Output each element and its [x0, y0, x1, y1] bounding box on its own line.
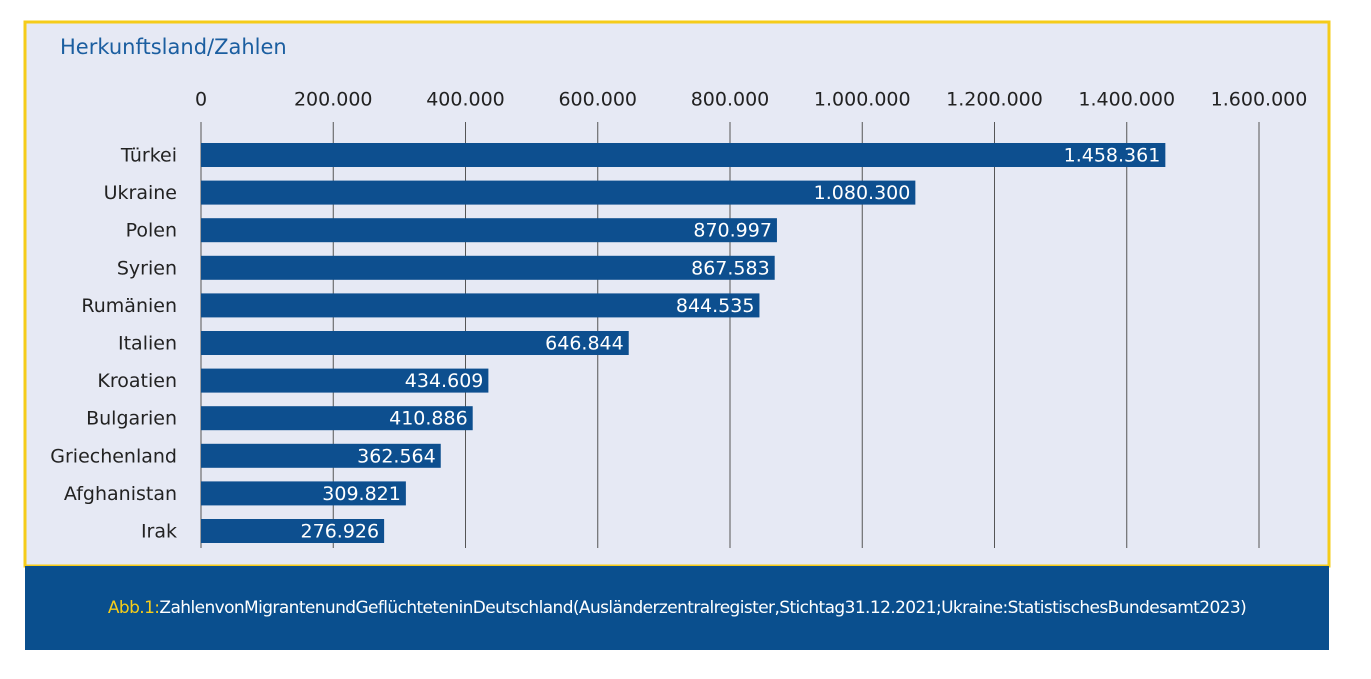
caption-text: ZahlenvonMigrantenundGeflüchteteninDeuts…	[159, 598, 1246, 618]
caption: Abb.1:ZahlenvonMigrantenundGeflüchteteni…	[108, 598, 1246, 618]
x-tick-label: 1.000.000	[814, 89, 911, 111]
bar	[201, 443, 441, 468]
caption-panel	[25, 566, 1329, 650]
bar	[201, 180, 916, 205]
value-label: 434.609	[405, 370, 484, 392]
bar	[201, 481, 406, 506]
y-tick-label: Polen	[126, 220, 177, 242]
y-tick-label: Rumänien	[81, 295, 177, 317]
y-tick-label: Türkei	[120, 145, 177, 167]
caption-label: Abb.1:	[108, 598, 160, 618]
value-label: 410.886	[389, 408, 468, 430]
y-tick-label: Griechenland	[50, 445, 177, 467]
y-tick-label: Syrien	[117, 257, 177, 279]
value-label: 844.535	[676, 295, 755, 317]
y-tick-label: Irak	[141, 521, 177, 543]
x-tick-label: 200.000	[294, 89, 373, 111]
value-label: 646.844	[545, 333, 624, 355]
chart-title: Herkunftsland/Zahlen	[60, 35, 287, 59]
value-label: 362.564	[357, 445, 436, 467]
value-label: 867.583	[691, 257, 770, 279]
value-label: 276.926	[301, 521, 380, 543]
x-tick-label: 1.600.000	[1211, 89, 1308, 111]
x-tick-label: 0	[195, 89, 207, 111]
y-tick-label: Italien	[118, 333, 177, 355]
value-label: 309.821	[322, 483, 401, 505]
x-tick-label: 800.000	[691, 89, 770, 111]
bar	[201, 368, 489, 393]
y-tick-label: Bulgarien	[86, 408, 177, 430]
x-tick-label: 600.000	[558, 89, 637, 111]
y-tick-label: Afghanistan	[64, 483, 177, 505]
bar	[201, 406, 473, 431]
bar	[201, 143, 1166, 167]
bar	[201, 519, 385, 543]
x-tick-label: 1.400.000	[1078, 89, 1175, 111]
bar	[201, 255, 775, 280]
y-tick-label: Ukraine	[104, 182, 177, 204]
value-label: 1.458.361	[1064, 145, 1161, 167]
value-label: 1.080.300	[814, 182, 911, 204]
y-tick-label: Kroatien	[97, 370, 177, 392]
bar	[201, 218, 777, 243]
x-tick-label: 400.000	[426, 89, 505, 111]
value-label: 870.997	[693, 220, 772, 242]
bar	[201, 293, 760, 318]
x-tick-label: 1.200.000	[946, 89, 1043, 111]
bar	[201, 331, 629, 355]
